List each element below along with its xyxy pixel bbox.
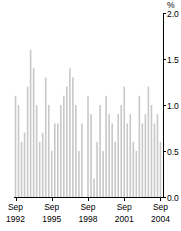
bar [108,114,110,197]
bar [142,123,144,197]
x-tick-label-line: 1998 [79,214,98,224]
bar [24,133,26,197]
bar [133,142,135,197]
bar [66,87,68,197]
y-tick-label: 0.0 [167,193,179,203]
chart: 0.00.51.01.52.0%Sep1992Sep1995Sep1998Sep… [0,0,181,231]
bar [21,142,23,197]
y-tick [163,105,166,106]
bar [78,151,80,197]
bar [27,87,29,197]
x-tick [88,197,89,201]
bar [69,68,71,197]
bar [51,151,53,197]
y-tick [163,151,166,152]
y-tick [163,59,166,60]
bar [42,133,44,197]
bar [126,123,128,197]
y-tick-label: 1.5 [167,55,179,65]
bar [99,105,101,197]
y-tick [163,197,166,198]
bar [36,105,38,197]
x-tick-label-line: Sep [44,202,59,212]
bar [160,142,162,197]
x-tick [16,197,17,201]
bar [57,123,59,197]
bar [96,142,98,197]
bar [30,50,32,197]
bar [72,77,74,197]
x-tick [52,197,53,201]
bar [63,96,65,197]
bar [102,151,104,197]
y-tick [163,13,166,14]
bar [157,114,159,197]
y-tick-label: 2.0 [167,9,179,19]
bar [139,96,141,197]
x-tick-label-line: Sep [153,202,168,212]
x-tick-label-line: 1995 [42,214,61,224]
bar [81,123,83,197]
bar [87,96,89,197]
x-tick-label-line: 2004 [151,214,170,224]
x-tick [124,197,125,201]
x-tick-label-line: Sep [80,202,95,212]
y-tick-label: 0.5 [167,147,179,157]
bar [145,114,147,197]
bar [114,142,116,197]
x-tick [160,197,161,201]
x-tick-label: Sep 2004 [151,202,170,224]
bar [48,105,50,197]
y-axis-label: % [167,0,175,10]
bar [90,114,92,197]
bar [15,96,17,197]
x-tick-label: Sep 2001 [115,202,134,224]
bar [54,123,56,197]
bar [93,179,95,197]
bar [75,105,77,197]
bar [84,197,86,198]
bar [45,77,47,197]
bar [136,151,138,197]
x-tick-label: Sep 1998 [79,202,98,224]
bar [60,105,62,197]
x-tick-label-line: 2001 [115,214,134,224]
bars [15,50,162,197]
bar [33,68,35,197]
x-tick-label-line: 1992 [6,214,25,224]
bar [120,105,122,197]
bar [151,105,153,197]
x-tick-label-line: Sep [117,202,132,212]
bar [148,87,150,197]
x-tick-label-line: Sep [8,202,23,212]
bar [111,123,113,197]
bar [129,114,131,197]
x-tick-label: Sep 1995 [42,202,61,224]
bar [18,105,20,197]
bar [39,142,41,197]
bar [154,123,156,197]
x-tick-label: Sep 1992 [6,202,25,224]
y-tick-label: 1.0 [167,101,179,111]
bar [123,87,125,197]
bar [105,96,107,197]
bar [117,114,119,197]
